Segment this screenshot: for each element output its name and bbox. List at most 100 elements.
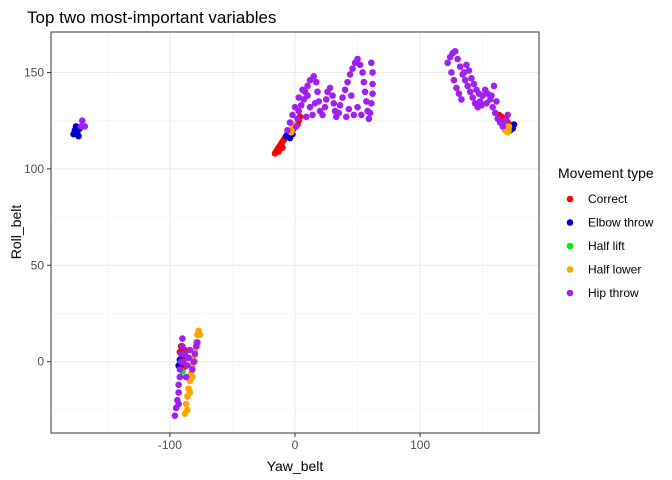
- data-point: [475, 90, 483, 97]
- legend-label: Correct: [588, 192, 628, 206]
- data-point: [81, 123, 89, 130]
- data-point: [350, 111, 358, 119]
- data-point: [176, 373, 184, 381]
- data-point: [483, 100, 490, 107]
- data-point: [488, 92, 495, 99]
- axis-ticks: -100 0 100 0 50 100 150: [24, 65, 430, 452]
- data-point: [358, 111, 365, 119]
- data-point: [186, 389, 194, 396]
- data-point: [185, 354, 192, 362]
- legend-key: [566, 289, 574, 297]
- legend-key: [566, 242, 574, 250]
- data-points: [70, 47, 518, 419]
- y-tick-label: 50: [31, 258, 45, 272]
- data-point: [453, 84, 460, 92]
- data-point: [345, 105, 353, 113]
- data-point: [369, 90, 376, 97]
- data-point: [312, 78, 320, 86]
- data-point: [363, 98, 370, 105]
- data-point: [175, 400, 182, 408]
- data-point: [194, 339, 201, 346]
- data-point: [466, 88, 474, 96]
- legend-key: [566, 195, 574, 203]
- data-point: [179, 335, 186, 342]
- data-point: [182, 373, 190, 381]
- data-point: [344, 78, 351, 86]
- data-point: [191, 350, 199, 358]
- data-point: [356, 61, 364, 69]
- data-point: [184, 362, 191, 369]
- data-point: [289, 111, 296, 119]
- legend-key: [566, 219, 574, 226]
- data-point: [464, 82, 471, 90]
- data-point: [319, 111, 326, 119]
- data-point: [299, 86, 306, 94]
- data-point: [171, 412, 179, 419]
- data-point: [499, 123, 507, 130]
- legend-label: Half lower: [588, 263, 641, 277]
- data-point: [309, 111, 316, 119]
- data-point: [368, 100, 375, 107]
- data-point: [359, 69, 366, 76]
- data-point: [505, 123, 513, 130]
- data-point: [182, 400, 190, 408]
- data-point: [448, 69, 455, 76]
- data-point: [75, 132, 82, 140]
- data-point: [310, 73, 318, 80]
- data-point: [361, 88, 369, 96]
- data-point: [450, 76, 458, 84]
- x-axis-title: Yaw_belt: [267, 458, 324, 474]
- data-point: [366, 109, 374, 117]
- data-point: [510, 121, 518, 128]
- data-point: [470, 80, 478, 88]
- data-point: [346, 71, 354, 78]
- legend-key: [566, 266, 574, 273]
- data-point: [291, 103, 299, 111]
- y-tick-label: 0: [37, 355, 44, 369]
- data-point: [493, 98, 500, 105]
- legend-title: Movement type: [558, 165, 654, 181]
- data-point: [184, 406, 191, 414]
- data-point: [336, 101, 344, 109]
- data-point: [306, 103, 314, 111]
- data-point: [322, 96, 330, 103]
- data-point: [78, 117, 86, 124]
- data-point: [189, 373, 196, 381]
- data-point: [341, 86, 349, 94]
- data-point: [478, 101, 485, 109]
- grid-lines: [51, 32, 539, 433]
- data-point: [468, 74, 475, 82]
- data-point: [304, 92, 311, 99]
- data-point: [460, 69, 468, 76]
- data-point: [304, 82, 311, 90]
- data-point: [294, 115, 301, 123]
- data-point: [330, 100, 338, 107]
- data-point: [314, 88, 321, 96]
- chart-title: Top two most-important variables: [27, 8, 276, 27]
- data-point: [329, 92, 336, 99]
- data-point: [335, 109, 343, 117]
- data-point: [458, 96, 465, 103]
- data-point: [189, 366, 196, 373]
- y-tick-label: 150: [24, 65, 44, 79]
- data-point: [302, 113, 310, 121]
- data-point: [292, 123, 300, 130]
- data-point: [348, 92, 355, 99]
- data-point: [444, 59, 451, 67]
- legend: Movement type Correct Elbow throw Half lif…: [558, 165, 654, 300]
- data-point: [196, 331, 204, 338]
- data-point: [321, 103, 329, 111]
- data-point: [175, 389, 182, 396]
- data-point: [465, 67, 473, 74]
- y-axis-title: Roll_belt: [8, 205, 24, 260]
- legend-label: Elbow throw: [588, 216, 654, 230]
- series-hip-throw: [77, 47, 512, 419]
- data-point: [179, 342, 186, 350]
- x-tick-label: 100: [410, 438, 430, 452]
- data-point: [354, 103, 361, 111]
- data-point: [343, 113, 350, 121]
- data-point: [469, 94, 476, 101]
- data-point: [504, 128, 512, 136]
- data-point: [368, 59, 375, 67]
